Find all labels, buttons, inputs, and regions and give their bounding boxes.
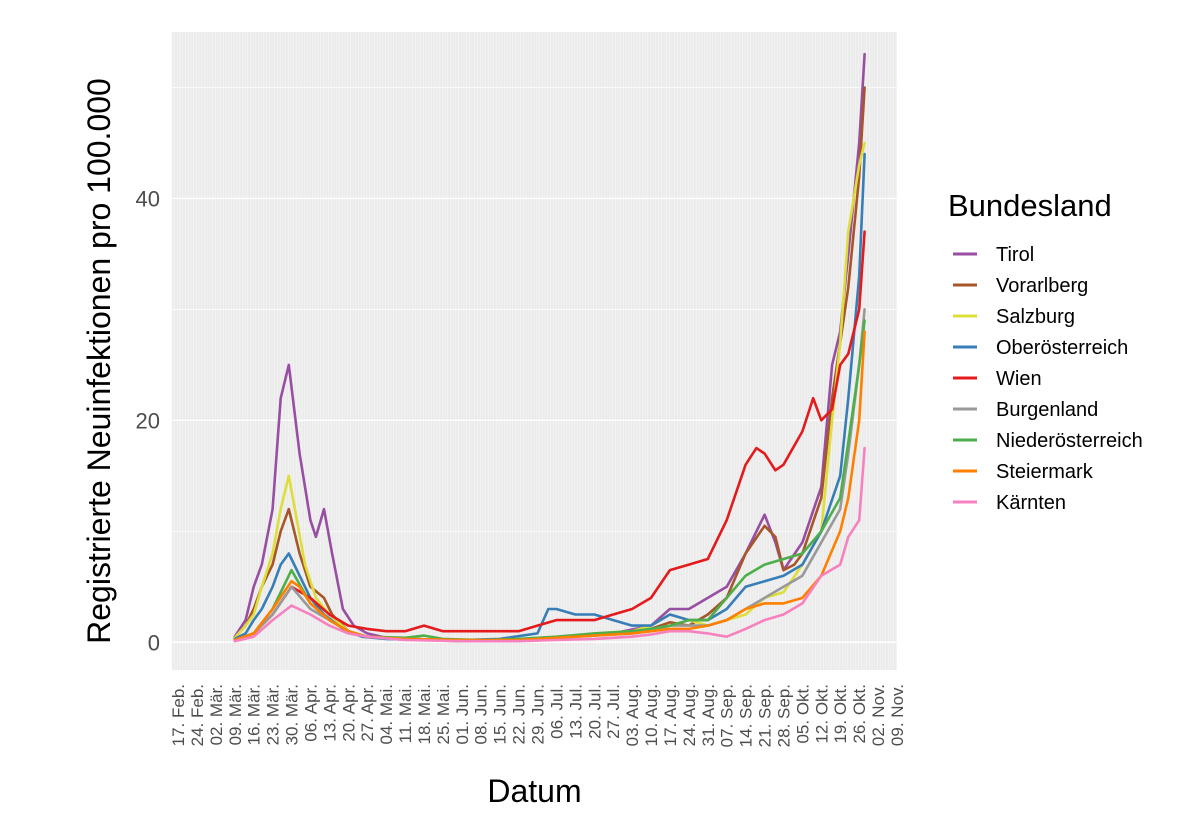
y-axis-title: Registrierte Neuinfektionen pro 100.000	[81, 78, 117, 644]
y-tick-label: 0	[148, 630, 160, 655]
x-tick-label: 11. Mai.	[396, 684, 415, 743]
x-tick-label: 31. Aug.	[699, 684, 718, 746]
x-tick-label: 13. Apr.	[320, 684, 339, 742]
x-tick-label: 20. Jul.	[585, 684, 604, 739]
x-tick-label: 23. Mär.	[264, 684, 283, 745]
x-tick-label: 27. Jul.	[604, 684, 623, 739]
x-tick-label: 02. Nov.	[869, 684, 888, 746]
x-tick-label: 25. Mai.	[434, 684, 453, 744]
x-tick-label: 30. Mär.	[283, 684, 302, 745]
legend-title: Bundesland	[948, 188, 1112, 223]
x-tick-label: 17. Aug.	[661, 684, 680, 746]
x-tick-label: 24. Aug.	[680, 684, 699, 746]
x-tick-label: 17. Feb.	[169, 684, 188, 746]
x-tick-label: 06. Apr.	[301, 684, 320, 742]
y-axis-ticks: 0 20 40	[136, 186, 160, 655]
y-tick-label: 20	[136, 408, 160, 433]
series-line-kärnten	[233, 446, 866, 643]
x-tick-label: 28. Sep.	[774, 684, 793, 747]
x-axis-ticks: 17. Feb. 24. Feb. 02. Mär. 09. Mär. 16. Mär.…	[169, 684, 907, 747]
legend-label: Burgenland	[996, 399, 1098, 421]
x-tick-label: 07. Sep.	[718, 684, 737, 747]
x-axis-title: Datum	[487, 773, 581, 809]
x-tick-label: 21. Sep.	[756, 684, 775, 747]
x-tick-label: 14. Sep.	[737, 684, 756, 747]
x-tick-label: 05. Okt.	[793, 684, 812, 744]
series-line-oberösterreich	[233, 152, 866, 642]
x-tick-label: 24. Feb.	[188, 684, 207, 746]
x-tick-label: 13. Jul.	[566, 684, 585, 739]
y-gridlines	[172, 87, 897, 643]
x-tick-label: 15. Jun.	[491, 684, 510, 745]
x-tick-label: 29. Jun.	[529, 684, 548, 745]
x-tick-label: 03. Aug.	[623, 684, 642, 746]
x-tick-label: 22. Jun.	[510, 684, 529, 745]
legend-label: Salzburg	[996, 306, 1075, 328]
x-tick-label: 02. Mär.	[207, 684, 226, 745]
x-tick-label: 08. Jun.	[472, 684, 491, 745]
x-tick-label: 16. Mär.	[245, 684, 264, 745]
x-tick-label: 12. Okt.	[812, 684, 831, 744]
y-tick-label: 40	[136, 186, 160, 211]
legend-label: Steiermark	[996, 461, 1094, 483]
legend-label: Kärnten	[996, 492, 1066, 514]
minor-x-gridlines	[171, 32, 897, 670]
x-tick-label: 06. Jul.	[547, 684, 566, 739]
series-line-steiermark	[233, 330, 866, 642]
x-tick-label: 27. Apr.	[358, 684, 377, 742]
legend-label: Vorarlberg	[996, 275, 1088, 297]
x-tick-label: 10. Aug.	[642, 684, 661, 746]
x-tick-label: 01. Jun.	[453, 684, 472, 745]
x-tick-label: 19. Okt.	[831, 684, 850, 744]
x-tick-label: 04. Mai.	[377, 684, 396, 744]
legend-items: Tirol Vorarlberg Salzburg Oberösterreich Wie…	[953, 244, 1143, 514]
legend-label: Tirol	[996, 244, 1034, 266]
series-lines	[233, 52, 866, 643]
legend: Bundesland Tirol Vorarlberg Salzburg Oberös…	[948, 188, 1143, 514]
x-tick-label: 09. Mär.	[226, 684, 245, 745]
x-tick-label: 09. Nov.	[888, 684, 907, 746]
legend-label: Wien	[996, 368, 1042, 390]
legend-label: Niederösterreich	[996, 430, 1143, 452]
x-tick-label: 18. Mai.	[415, 684, 434, 744]
x-tick-label: 20. Apr.	[339, 684, 358, 742]
series-line-wien	[233, 230, 866, 642]
x-tick-label: 26. Okt.	[850, 684, 869, 744]
legend-label: Oberösterreich	[996, 337, 1128, 359]
